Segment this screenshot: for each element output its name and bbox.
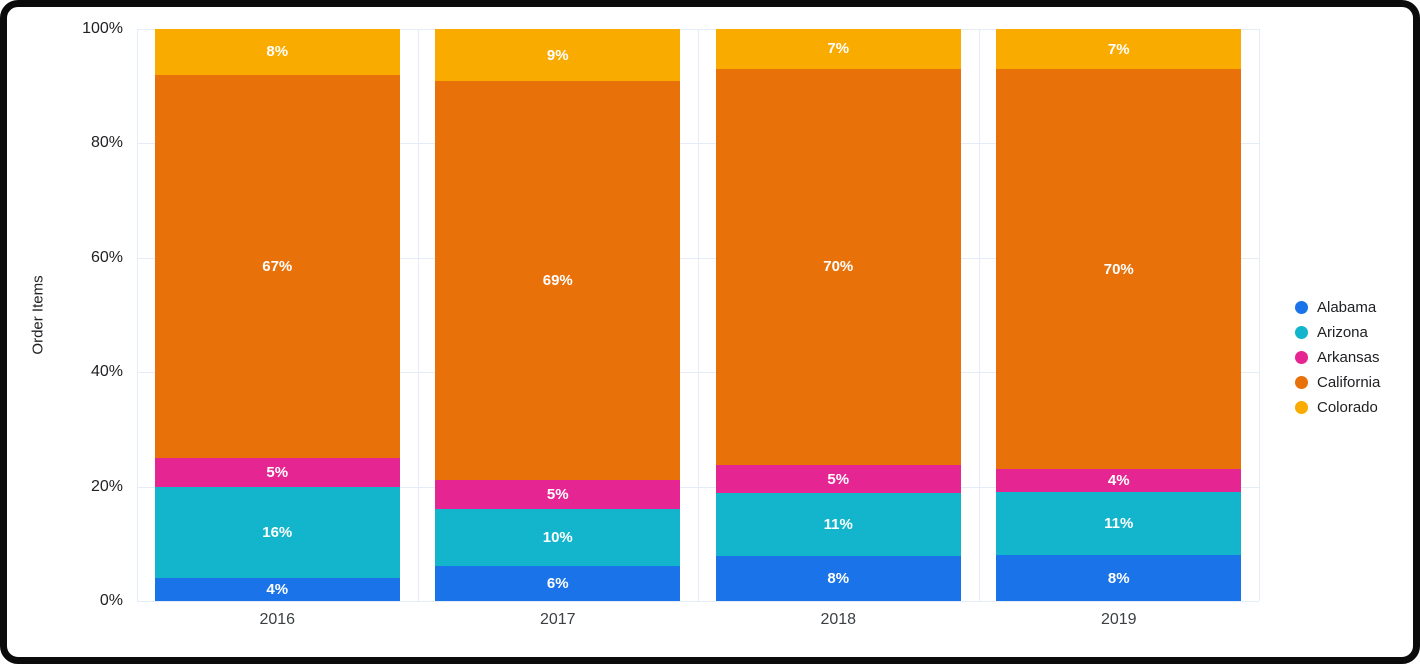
legend-label-arizona: Arizona (1317, 324, 1368, 341)
segment-california-2018[interactable]: 70% (715, 68, 961, 466)
gridline-0 (137, 601, 1259, 602)
legend-label-colorado: Colorado (1317, 399, 1378, 416)
legend-item-arizona[interactable]: Arizona (1295, 320, 1413, 345)
segment-label: 4% (266, 581, 289, 599)
gridline-v-2 (698, 29, 699, 601)
segment-california-2017[interactable]: 69% (435, 81, 681, 480)
legend-swatch-alabama (1295, 301, 1308, 314)
x-tick-2019: 2019 (1100, 611, 1137, 628)
segment-colorado-2017[interactable]: 9% (435, 29, 681, 81)
segment-label: 70% (823, 258, 854, 276)
segment-arkansas-2018[interactable]: 5% (715, 465, 961, 494)
segment-arkansas-2017[interactable]: 5% (435, 479, 681, 509)
x-tick-2018: 2018 (820, 611, 857, 628)
x-tick-2016: 2016 (259, 611, 296, 628)
segment-arkansas-2016[interactable]: 5% (154, 458, 400, 487)
bar-2019: 8% 11% 4% 70% 7% (996, 29, 1242, 601)
y-tick-100: 100% (82, 20, 123, 37)
segment-colorado-2019[interactable]: 7% (996, 29, 1242, 70)
x-axis: 2016 2017 2018 2019 (137, 608, 1259, 632)
segment-label: 11% (823, 516, 853, 534)
segment-label: 70% (1103, 260, 1134, 278)
bar-2018: 8% 11% 5% 70% 7% (715, 29, 961, 601)
legend-item-california[interactable]: California (1295, 370, 1413, 395)
segment-label: 11% (1104, 515, 1134, 533)
segment-label: 16% (262, 523, 293, 541)
segment-label: 9% (546, 46, 569, 64)
plot-area: 4% 16% 5% 67% 8% 6% 10% 5% 69% 9% 8% 11% 5% 70% 7% 8% 11… (137, 29, 1260, 602)
gridline-v-1 (418, 29, 419, 601)
y-tick-0: 0% (99, 592, 123, 609)
legend-swatch-arizona (1295, 326, 1308, 339)
segment-alabama-2017[interactable]: 6% (435, 566, 681, 601)
y-tick-80: 80% (90, 134, 123, 152)
segment-california-2019[interactable]: 70% (996, 69, 1242, 470)
segment-label: 8% (827, 569, 850, 587)
segment-label: 8% (1107, 569, 1130, 587)
segment-label: 4% (1107, 472, 1130, 490)
segment-colorado-2018[interactable]: 7% (715, 29, 961, 69)
segment-arizona-2017[interactable]: 10% (435, 508, 681, 567)
segment-alabama-2019[interactable]: 8% (996, 555, 1242, 601)
segment-label: 7% (1107, 40, 1130, 58)
gridline-v-3 (979, 29, 980, 601)
legend-label-alabama: Alabama (1317, 299, 1377, 316)
segment-arizona-2016[interactable]: 16% (154, 486, 400, 579)
legend-label-arkansas: Arkansas (1317, 349, 1380, 366)
y-tick-20: 20% (90, 477, 123, 495)
x-tick-2017: 2017 (539, 611, 576, 628)
segment-arkansas-2019[interactable]: 4% (996, 469, 1242, 493)
segment-label: 10% (542, 528, 573, 546)
bar-2017: 6% 10% 5% 69% 9% (435, 29, 681, 601)
segment-label: 69% (542, 271, 573, 289)
legend-swatch-colorado (1295, 401, 1308, 414)
legend-item-colorado[interactable]: Colorado (1295, 395, 1413, 420)
segment-alabama-2016[interactable]: 4% (154, 578, 400, 601)
segment-california-2016[interactable]: 67% (154, 74, 400, 458)
chart-card: Order Items 0% 20% 40% 60% 80% 100% 4% 16% 5% 67… (7, 7, 1413, 657)
segment-label: 6% (546, 575, 569, 593)
legend-item-arkansas[interactable]: Arkansas (1295, 345, 1413, 370)
y-axis: 0% 20% 40% 60% 80% 100% (7, 7, 123, 657)
legend-label-california: California (1317, 374, 1381, 391)
segment-alabama-2018[interactable]: 8% (715, 555, 961, 601)
segment-label: 5% (827, 470, 850, 488)
gridline-v-4 (1259, 29, 1260, 601)
y-tick-60: 60% (90, 248, 123, 266)
legend-swatch-arkansas (1295, 351, 1308, 364)
gridline-v-0 (137, 29, 138, 601)
segment-label: 67% (262, 257, 293, 275)
legend-swatch-california (1295, 376, 1308, 389)
bar-2016: 4% 16% 5% 67% 8% (154, 29, 400, 601)
segment-label: 5% (266, 463, 289, 481)
segment-arizona-2018[interactable]: 11% (715, 493, 961, 556)
segment-label: 5% (546, 485, 569, 503)
legend-item-alabama[interactable]: Alabama (1295, 295, 1413, 320)
segment-colorado-2016[interactable]: 8% (154, 29, 400, 75)
segment-label: 7% (827, 40, 850, 58)
legend: Alabama Arizona Arkansas California Colorado (1295, 295, 1413, 420)
segment-arizona-2019[interactable]: 11% (996, 492, 1242, 556)
segment-label: 8% (266, 43, 289, 61)
y-tick-40: 40% (90, 363, 123, 381)
